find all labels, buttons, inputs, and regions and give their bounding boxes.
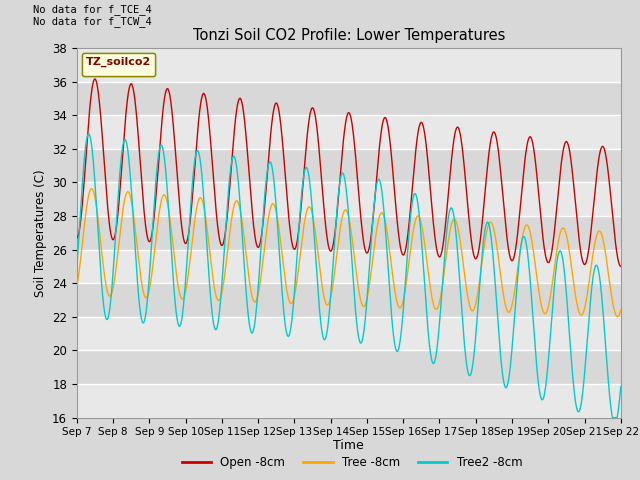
Bar — [77, 149, 621, 182]
Legend:  — [82, 53, 155, 76]
Bar — [77, 216, 621, 250]
Bar — [77, 250, 621, 283]
Text: No data for f_TCE_4
No data for f_TCW_4: No data for f_TCE_4 No data for f_TCW_4 — [33, 4, 152, 27]
Legend: Open -8cm, Tree -8cm, Tree2 -8cm: Open -8cm, Tree -8cm, Tree2 -8cm — [177, 452, 527, 474]
Bar — [77, 82, 621, 115]
Title: Tonzi Soil CO2 Profile: Lower Temperatures: Tonzi Soil CO2 Profile: Lower Temperatur… — [193, 28, 505, 43]
X-axis label: Time: Time — [333, 439, 364, 452]
Bar — [77, 283, 621, 317]
Bar — [77, 384, 621, 418]
Bar — [77, 317, 621, 350]
Bar — [77, 350, 621, 384]
Bar — [77, 115, 621, 149]
Y-axis label: Soil Temperatures (C): Soil Temperatures (C) — [33, 169, 47, 297]
Bar — [77, 48, 621, 82]
Bar — [77, 182, 621, 216]
